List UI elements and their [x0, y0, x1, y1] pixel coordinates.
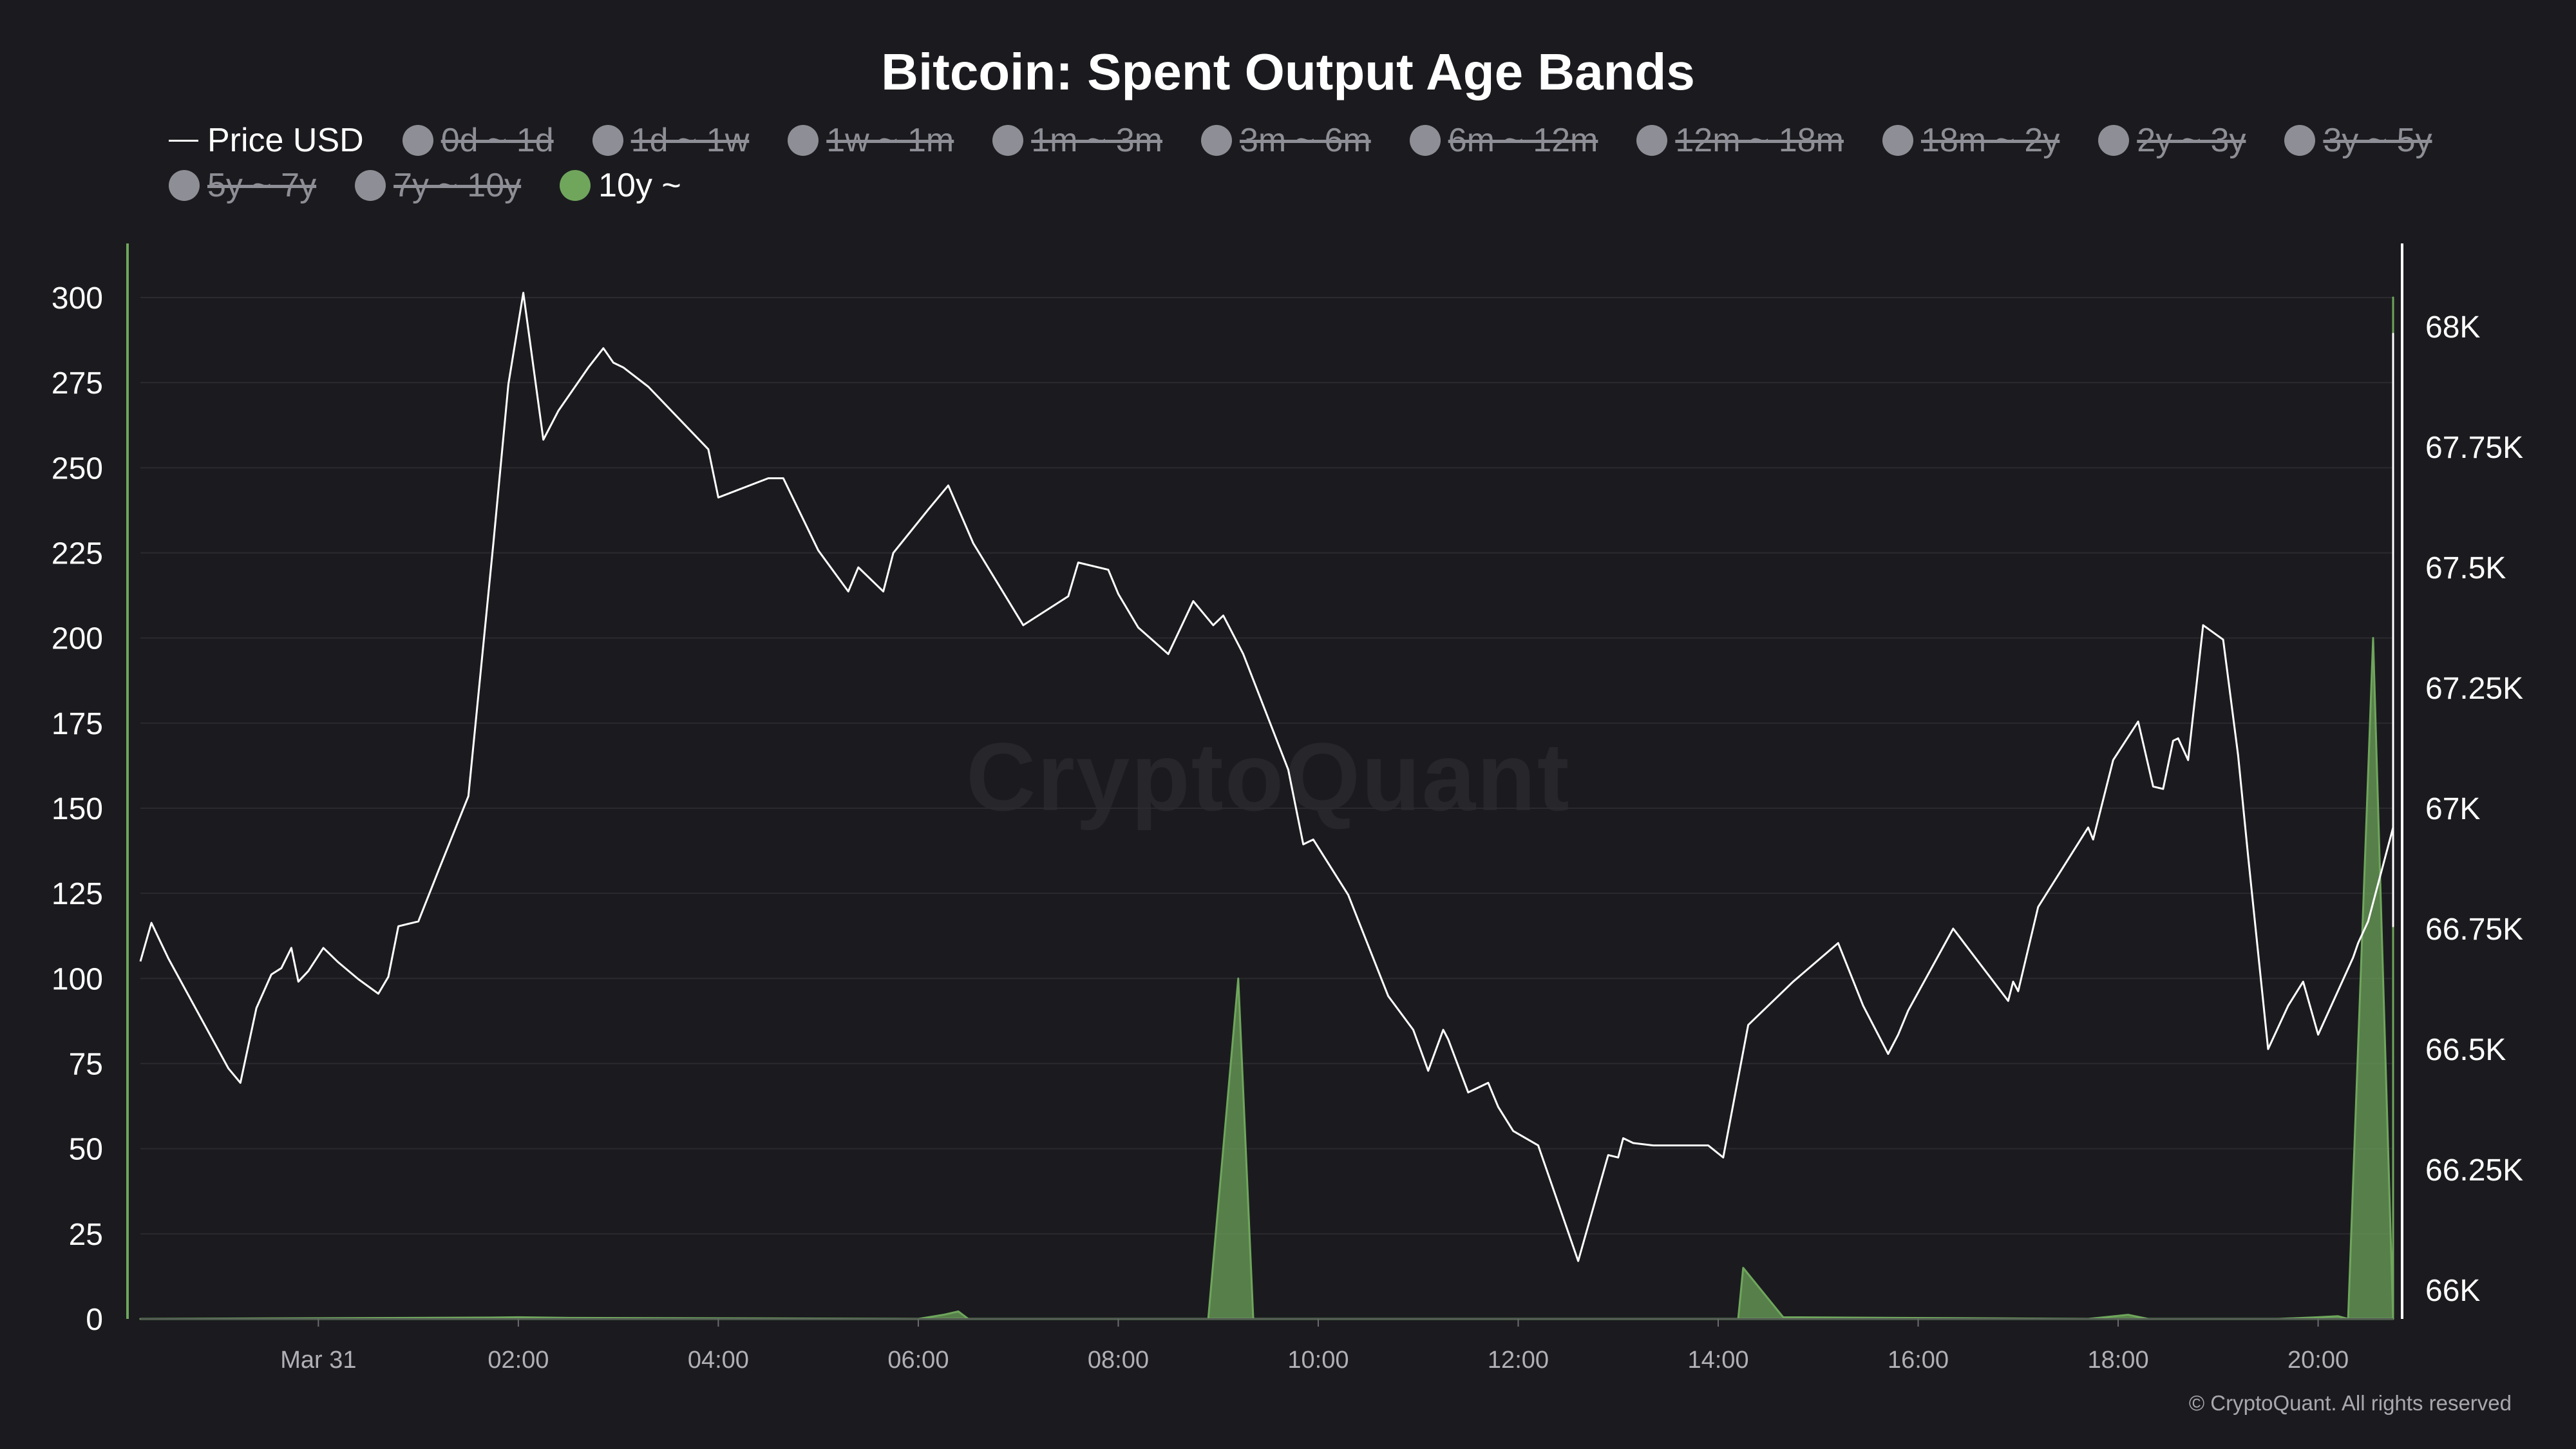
y-right-tick-label: 68K	[2425, 310, 2480, 345]
line-layer	[139, 292, 2394, 1262]
legend-label: 7y ~ 10y	[393, 167, 522, 204]
legend: Price USD 0d ~ 1d 1d ~ 1w 1w ~ 1m 1m ~ 3m 3m …	[169, 122, 2461, 204]
y-left-tick-label: 275	[52, 366, 103, 401]
legend-dot-icon	[1636, 125, 1668, 156]
y-left-tick-label: 300	[52, 281, 103, 316]
legend-dot-icon	[2284, 125, 2316, 156]
x-tick-label: 14:00	[1687, 1347, 1748, 1374]
legend-label: 1m ~ 3m	[1031, 122, 1162, 159]
y-left-tick-label: 25	[69, 1218, 103, 1252]
legend-label: 0d ~ 1d	[440, 122, 554, 159]
legend-dot-icon	[1200, 125, 1232, 156]
x-tick-label: 10:00	[1287, 1347, 1349, 1374]
legend-item-band-8[interactable]: 18m ~ 2y	[1882, 122, 2060, 158]
y-left-tick-label: 150	[52, 792, 103, 826]
x-tick-label: 20:00	[2287, 1347, 2349, 1374]
y-left-tick-label: 200	[52, 622, 103, 656]
legend-dot-icon	[560, 170, 591, 201]
x-axis-ticks: Mar 31 02:00 04:00 06:00 08:00 10:00 12:00 14:0…	[280, 1319, 2349, 1374]
x-tick-label: 12:00	[1488, 1347, 1549, 1374]
price-usd-line	[139, 292, 2394, 1262]
legend-label: 3m ~ 6m	[1239, 122, 1371, 159]
legend-dot-icon	[169, 170, 200, 201]
y-left-tick-label: 100	[52, 962, 103, 996]
legend-label: 12m ~ 18m	[1675, 122, 1844, 159]
legend-label: 2y ~ 3y	[2137, 122, 2246, 159]
watermark: CryptoQuant	[966, 723, 1571, 831]
legend-item-price-usd[interactable]: Price USD	[169, 122, 364, 158]
legend-dot-icon	[992, 125, 1024, 156]
legend-label: Price USD	[207, 122, 364, 159]
x-tick-label: 18:00	[2087, 1347, 2148, 1374]
grid-lines	[140, 297, 2393, 1320]
x-tick-label: 08:00	[1088, 1347, 1149, 1374]
legend-label: 1w ~ 1m	[826, 122, 954, 159]
x-tick-label: 06:00	[887, 1347, 949, 1374]
legend-dot-icon	[788, 125, 819, 156]
y-left-tick-label: 50	[69, 1133, 103, 1167]
y-left-tick-label: 125	[52, 877, 103, 911]
legend-dot-icon	[2098, 125, 2130, 156]
legend-item-band-5[interactable]: 3m ~ 6m	[1200, 122, 1371, 159]
legend-dot-icon	[592, 125, 623, 156]
y-right-tick-label: 66K	[2425, 1274, 2480, 1308]
x-tick-label: Mar 31	[280, 1347, 356, 1374]
legend-item-band-6[interactable]: 6m ~ 12m	[1409, 122, 1598, 159]
y-left-tick-label: 225	[52, 537, 103, 571]
y-left-tick-label: 250	[52, 451, 103, 486]
legend-dot-icon	[355, 170, 386, 201]
y-left-tick-label: 175	[52, 707, 103, 741]
legend-label: 6m ~ 12m	[1448, 122, 1598, 159]
legend-item-band-13[interactable]: 10y ~	[560, 167, 681, 204]
y-right-tick-label: 67.75K	[2425, 431, 2523, 465]
y-right-tick-label: 66.5K	[2425, 1033, 2506, 1067]
legend-item-band-2[interactable]: 1d ~ 1w	[592, 122, 750, 159]
legend-item-band-9[interactable]: 2y ~ 3y	[2098, 122, 2246, 158]
legend-label: 18m ~ 2y	[1920, 122, 2060, 159]
legend-label: 3y ~ 5y	[2323, 122, 2432, 159]
legend-item-band-7[interactable]: 12m ~ 18m	[1636, 122, 1844, 158]
legend-item-band-1[interactable]: 0d ~ 1d	[402, 122, 554, 158]
y-right-tick-label: 67K	[2425, 792, 2480, 826]
y-left-tick-label: 0	[86, 1303, 103, 1337]
legend-line-icon	[169, 139, 198, 142]
y-right-tick-label: 67.5K	[2425, 551, 2506, 585]
copyright-notice: © CryptoQuant. All rights reserved	[2188, 1391, 2512, 1415]
legend-item-band-12[interactable]: 7y ~ 10y	[355, 167, 521, 204]
axes	[126, 243, 2403, 1320]
legend-dot-icon	[402, 125, 433, 156]
y-left-tick-label: 75	[69, 1048, 103, 1082]
y-right-tick-label: 66.25K	[2425, 1153, 2523, 1188]
left-axis-ticks: 0 25 50 75 100 125 150 175 200 225 250 275 300	[52, 281, 103, 1337]
chart-title: Bitcoin: Spent Output Age Bands	[881, 43, 1695, 100]
x-tick-label: 04:00	[688, 1347, 749, 1374]
legend-item-band-11[interactable]: 5y ~ 7y	[169, 167, 316, 204]
y-right-tick-label: 66.75K	[2425, 913, 2523, 947]
legend-label: 5y ~ 7y	[207, 167, 317, 204]
x-tick-label: 16:00	[1888, 1347, 1949, 1374]
right-axis-ticks: 66K 66.25K 66.5K 66.75K 67K 67.25K 67.5K 67.75K…	[2425, 310, 2523, 1308]
legend-item-band-10[interactable]: 3y ~ 5y	[2284, 122, 2432, 158]
x-tick-label: 02:00	[488, 1347, 549, 1374]
legend-label: 1d ~ 1w	[630, 122, 750, 159]
legend-label: 10y ~	[598, 167, 681, 204]
legend-dot-icon	[1882, 125, 1913, 156]
area-series-10y	[139, 296, 2394, 1320]
legend-dot-icon	[1409, 125, 1441, 156]
y-right-tick-label: 67.25K	[2425, 672, 2523, 706]
legend-item-band-4[interactable]: 1m ~ 3m	[992, 122, 1162, 158]
area-layer	[139, 296, 2394, 1320]
legend-item-band-3[interactable]: 1w ~ 1m	[788, 122, 954, 158]
